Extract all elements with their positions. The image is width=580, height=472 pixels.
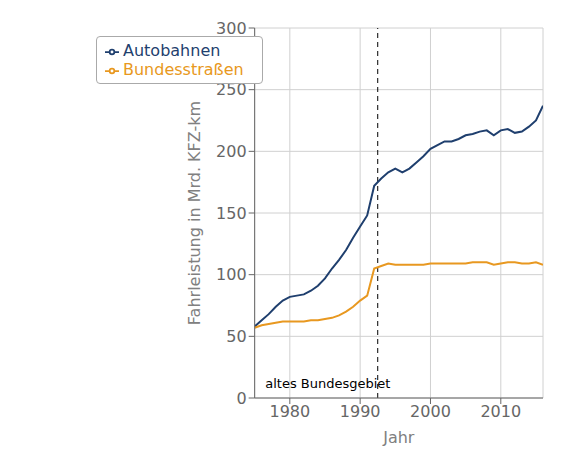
html-text:Autobahnen: Autobahnen [123, 41, 221, 60]
svg-text:1980: 1980 [269, 402, 310, 421]
svg-text:0: 0 [236, 389, 246, 408]
svg-text:50: 50 [226, 327, 246, 346]
svg-text:100: 100 [216, 265, 247, 284]
html-text:Bundesstraßen: Bundesstraßen [123, 60, 244, 79]
svg-text:150: 150 [216, 204, 247, 223]
svg-text:1990: 1990 [340, 402, 381, 421]
svg-text:altes Bundesgebiet: altes Bundesgebiet [265, 376, 390, 391]
svg-text:2000: 2000 [410, 402, 451, 421]
svg-text:250: 250 [216, 80, 247, 99]
svg-text:2010: 2010 [480, 402, 521, 421]
svg-text:300: 300 [216, 19, 247, 38]
svg-text:Fahrleistung in Mrd. KFZ-km: Fahrleistung in Mrd. KFZ-km [185, 101, 204, 325]
svg-text:Jahr: Jahr [382, 428, 415, 447]
svg-text:200: 200 [216, 142, 247, 161]
